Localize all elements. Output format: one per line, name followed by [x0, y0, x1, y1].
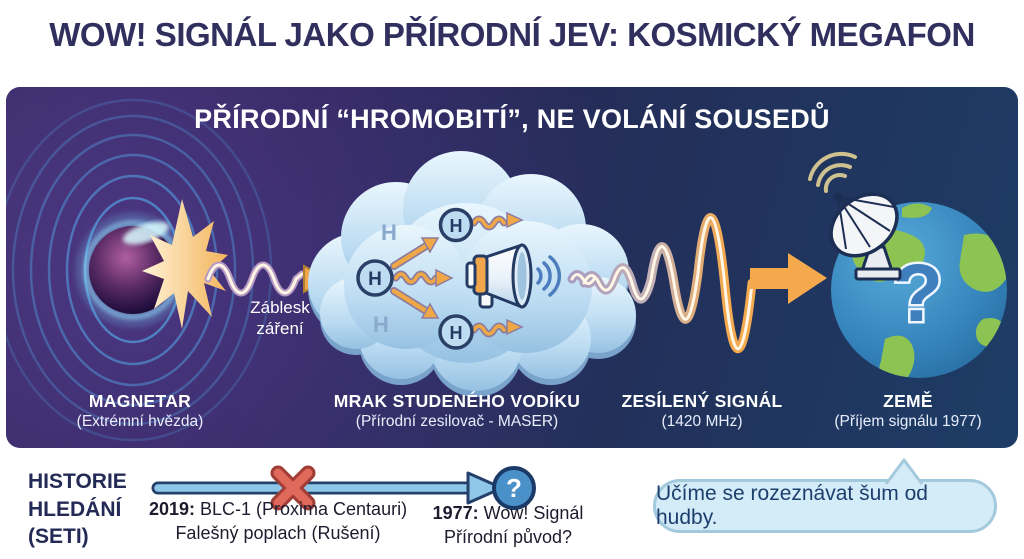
megaphone-icon — [465, 243, 562, 309]
sound-waves-icon — [536, 255, 562, 297]
signal-wave-icon — [567, 213, 757, 354]
hydrogen-atom-icon: H — [438, 207, 474, 243]
panel-subtitle: PŘÍRODNÍ “HROMOBITÍ”, NE VOLÁNÍ SOUSEDŮ — [194, 104, 830, 134]
svg-text:H: H — [450, 216, 463, 236]
speech-bubble-tail — [884, 458, 924, 489]
scatter-arrows — [390, 211, 524, 338]
radio-waves-icon — [808, 151, 857, 193]
question-circle-icon: ? — [492, 466, 536, 510]
timeline-event-2019: 2019: BLC-1 (Proxima Centauri) Falešný p… — [148, 499, 408, 543]
infographic-title: WOW! SIGNÁL JAKO PŘÍRODNÍ JEV: KOSMICKÝ … — [49, 16, 975, 53]
hydrogen-atom-icon: H — [438, 314, 474, 350]
seti-timeline: ? — [151, 465, 536, 511]
timeline-event-1977: 1977: Wow! Signál Přírodní původ? — [432, 503, 584, 547]
stage-label-magnetar: MAGNETAR (Extrémní hvězda) — [76, 391, 204, 430]
hydrogen-atom-icon: H — [356, 259, 394, 297]
stage-label-earth: ZEMĚ (Příjem signálu 1977) — [834, 391, 982, 430]
speech-bubble: Učíme se rozeznávat šum od hudby. — [653, 479, 997, 533]
svg-text:H: H — [450, 323, 463, 343]
svg-text:?: ? — [506, 473, 522, 503]
svg-text:H: H — [368, 269, 382, 290]
history-heading: HISTORIE HLEDÁNÍ (SETI) — [28, 470, 127, 548]
satellite-dish-icon — [808, 151, 902, 281]
flash-starburst-icon — [142, 199, 228, 329]
stage-label-hydrogen-cloud: MRAK STUDENÉHO VODÍKU (Přírodní zesilova… — [333, 391, 581, 430]
hydrogen-letter: H — [381, 220, 397, 245]
timeline-arrowhead-icon — [466, 471, 504, 505]
cosmic-megaphone-scene: H H H H — [6, 98, 1007, 442]
earth-question-mark: ? — [893, 248, 943, 339]
flash-label: Záblesk záření — [250, 298, 310, 338]
arrow-to-earth-icon — [750, 253, 827, 304]
x-mark-icon — [270, 465, 316, 511]
hydrogen-letter: H — [373, 312, 389, 337]
main-illustration-panel: H H H H — [6, 87, 1018, 448]
stage-label-amplified-signal: ZESÍLENÝ SIGNÁL (1420 MHz) — [621, 391, 783, 430]
